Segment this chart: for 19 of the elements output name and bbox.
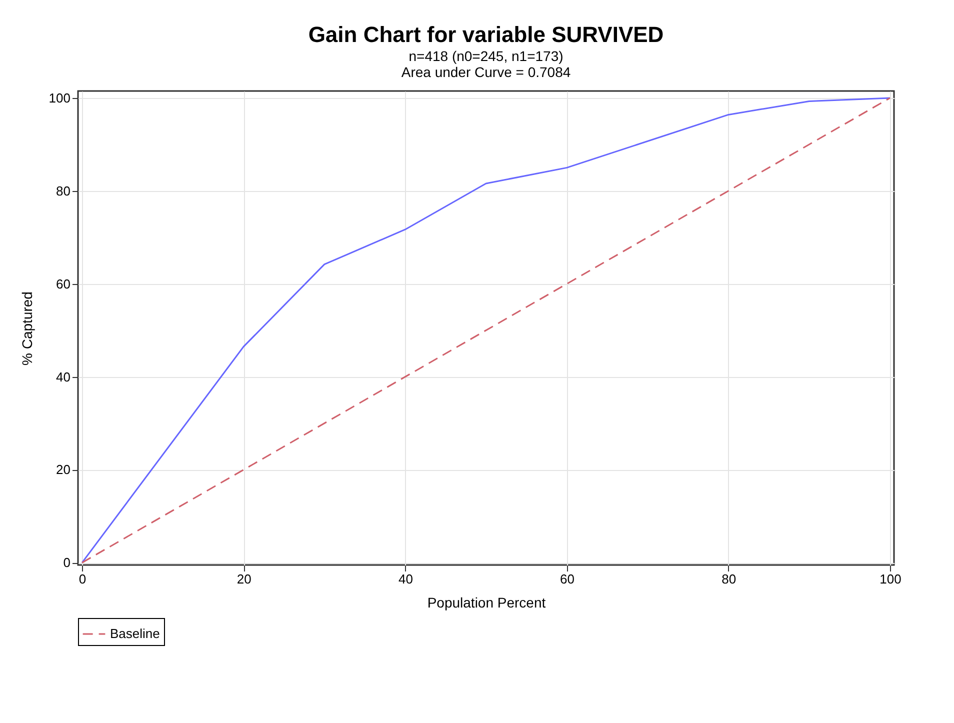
y-tick-label: 100	[48, 90, 70, 106]
y-tick-label: 80	[56, 183, 70, 198]
x-axis-title: Population Percent	[427, 594, 546, 610]
chart-title: Gain Chart for variable SURVIVED	[308, 22, 664, 47]
y-tick-label: 60	[56, 276, 70, 292]
x-tick-label: 60	[560, 572, 575, 586]
y-tick-label: 20	[56, 462, 70, 478]
y-tick-label: 40	[56, 369, 70, 384]
x-tick-label: 0	[78, 572, 86, 586]
legend-label: Baseline	[110, 626, 160, 641]
x-tick-label: 80	[722, 572, 736, 586]
line-series	[81, 97, 891, 564]
x-tick-label: 100	[880, 572, 902, 586]
text: Area under Curve = 0.7084	[401, 64, 571, 80]
y-axis-title: % Captured	[18, 292, 35, 366]
x-tick-label: 20	[236, 572, 252, 586]
y-tick-label: 0	[63, 555, 70, 570]
text: n=418 (n0=245, n1=173)	[408, 48, 564, 64]
x-tick-label: 40	[398, 572, 413, 586]
